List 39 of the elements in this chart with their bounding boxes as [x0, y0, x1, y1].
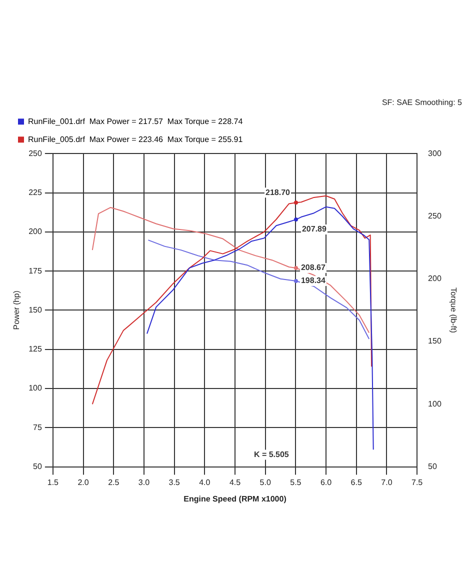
x-axis-title: Engine Speed (RPM x1000): [184, 494, 287, 504]
y-tick-label: 250: [28, 148, 42, 158]
x-tick-label: 3.5: [168, 478, 180, 487]
y-tick-label: 225: [28, 188, 42, 197]
x-tick-label: 5.5: [290, 478, 302, 487]
legend-label: RunFile_005.drf Max Power = 223.46 Max Torque = 255.91: [28, 134, 244, 144]
x-tick-label: 6.5: [350, 478, 362, 487]
data-label: 198.34: [300, 276, 326, 286]
x-tick-label: 3.0: [138, 478, 150, 487]
y2-tick-label: 250: [428, 211, 442, 220]
legend-label: RunFile_001.drf Max Power = 217.57 Max Torque = 228.74: [28, 116, 244, 126]
y-axis-title: Power (hp): [12, 290, 22, 330]
y-tick-label: 200: [28, 227, 42, 236]
x-tick-label: 7.0: [381, 478, 393, 487]
x-tick-label: 7.5: [411, 478, 424, 487]
y-tick-label: 150: [28, 305, 42, 314]
y2-tick-label: 50: [428, 462, 438, 472]
y2-tick-label: 100: [428, 399, 442, 408]
x-tick-label: 6.0: [320, 478, 332, 487]
data-label: 207.89: [302, 224, 328, 234]
y2-tick-label: 150: [428, 336, 442, 346]
x-tick-label: 4.5: [229, 478, 242, 487]
y-tick-label: 75: [33, 422, 42, 432]
x-tick-label: 2.0: [78, 478, 90, 487]
y-tick-label: 100: [28, 384, 42, 393]
y2-tick-label: 200: [428, 274, 442, 284]
data-label: 218.70: [266, 188, 291, 197]
y-tick-label: 175: [28, 266, 42, 276]
x-tick-label: 5.0: [260, 478, 272, 487]
y2-tick-label: 300: [428, 148, 442, 158]
annotation: K = 5.505: [254, 450, 290, 460]
chart-subtitle: SF: SAE Smoothing: 5: [382, 98, 463, 108]
data-label: 208.67: [300, 263, 326, 272]
y-tick-label: 125: [28, 344, 42, 354]
y2-axis-title: Torque (lb-ft): [448, 288, 458, 334]
x-tick-label: 1.5: [47, 478, 60, 487]
x-tick-label: 4.0: [199, 478, 211, 487]
x-tick-label: 2.5: [108, 478, 120, 487]
y-tick-label: 50: [33, 462, 42, 472]
